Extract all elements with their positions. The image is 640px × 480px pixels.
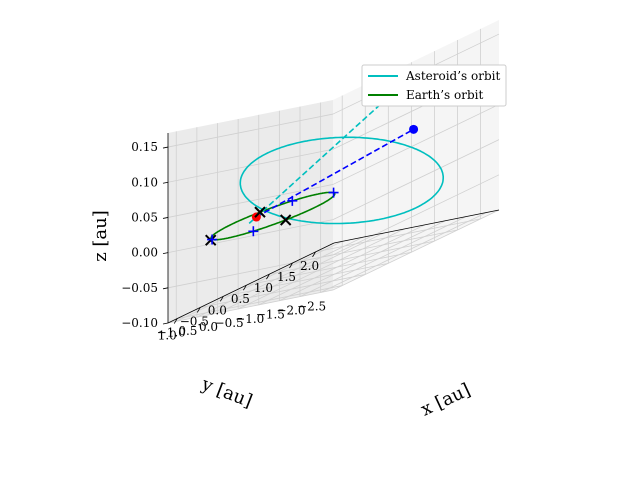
z-tick-label-4: −0.05 xyxy=(121,281,158,295)
marker-x-4 xyxy=(279,214,292,226)
grid-z-yz-1 xyxy=(167,148,334,183)
x-tick-mark-6 xyxy=(312,251,316,258)
z-tick-mark-1 xyxy=(162,181,169,184)
y-tick-label-4: −1.0 xyxy=(235,312,264,326)
z-tick-mark-0 xyxy=(162,146,169,149)
z-tick-mark-3 xyxy=(162,252,169,255)
dashed-line-0 xyxy=(255,128,414,218)
x-axis-line xyxy=(167,242,335,324)
y-tick-label-5: −1.5 xyxy=(256,308,285,322)
z-tick-label-1: 0.10 xyxy=(131,175,158,189)
legend-label-asteroid: Asteroid’s orbit xyxy=(405,69,500,83)
x-tick-label-1: −0.5 xyxy=(180,314,209,328)
z-axis-label: z [au] xyxy=(90,210,111,262)
x-tick-label-3: 0.5 xyxy=(231,292,250,306)
pane-yz xyxy=(168,100,333,323)
plot-area xyxy=(205,70,445,246)
x-tick-mark-0 xyxy=(173,318,178,324)
grid-y-bottom-6 xyxy=(299,216,467,297)
marker-circle-1 xyxy=(409,124,419,134)
grid-y-bottom-7 xyxy=(320,212,487,293)
x-tick-label-4: 1.0 xyxy=(254,281,273,295)
x-tick-mark-1 xyxy=(196,307,201,313)
grid-y-bottom-4 xyxy=(258,224,425,306)
marker-x-3 xyxy=(254,206,266,218)
grid-z-yz-4 xyxy=(167,254,334,289)
x-tick-mark-2 xyxy=(219,296,224,302)
grid-lines xyxy=(167,28,500,324)
z-tick-label-3: 0.00 xyxy=(131,246,158,260)
marker-plus-8 xyxy=(248,226,259,237)
x-tick-mark-3 xyxy=(243,285,247,291)
marker-plus-9 xyxy=(287,195,298,206)
grid-z-xz-3 xyxy=(332,139,500,220)
y-tick-label-6: −2.0 xyxy=(276,304,305,318)
legend-label-earth: Earth’s orbit xyxy=(406,88,483,102)
z-tick-label-0: 0.15 xyxy=(131,140,158,154)
marker-plus-7 xyxy=(207,234,218,245)
grid-z-xz-4 xyxy=(332,174,500,256)
x-tick-label-5: 1.5 xyxy=(277,270,296,284)
grid-y-bottom-2 xyxy=(217,232,384,314)
y-axis-label: y [au] xyxy=(198,373,255,412)
x-axis-label: x [au] xyxy=(418,379,474,420)
y-tick-label-1: 0.5 xyxy=(178,324,197,338)
z-tick-mark-4 xyxy=(162,287,169,290)
grid-z-xz-5 xyxy=(332,209,500,291)
x-tick-label-6: 2.0 xyxy=(300,259,319,273)
legend: Asteroid’s orbit Earth’s orbit xyxy=(361,64,507,107)
pane-xz xyxy=(333,20,499,290)
tick-labels: −1.0−0.50.00.51.01.52.01.0 0.5 0.0−0.5−1.0… xyxy=(121,140,326,342)
z-tick-label-5: −0.10 xyxy=(121,316,158,330)
grid-z-yz-3 xyxy=(167,219,334,254)
z-tick-label-2: 0.05 xyxy=(131,210,158,224)
series-line-0 xyxy=(239,136,445,225)
y-axis-line xyxy=(333,209,500,244)
y-tick-label-7: −2.5 xyxy=(297,299,326,313)
grid-z-xz-2 xyxy=(332,104,500,185)
x-tick-mark-5 xyxy=(289,262,293,269)
x-tick-label-2: 0.0 xyxy=(208,303,227,317)
x-tick-mark-4 xyxy=(266,273,270,280)
z-tick-mark-2 xyxy=(162,217,169,219)
y-tick-label-3: −0.5 xyxy=(215,316,244,330)
grid-y-bottom-0 xyxy=(176,240,343,322)
marker-plus-10 xyxy=(328,187,339,198)
y-tick-label-2: 0.0 xyxy=(199,320,218,334)
y-tick-label-0: 1.0 xyxy=(158,328,177,342)
grid-y-bottom-1 xyxy=(196,236,364,318)
z-tick-mark-5 xyxy=(162,322,169,325)
grid-y-bottom-5 xyxy=(279,220,446,302)
x-tick-label-0: −1.0 xyxy=(157,326,186,340)
grid-z-yz-5 xyxy=(167,289,334,324)
grid-y-bottom-3 xyxy=(237,228,405,310)
grid-z-yz-0 xyxy=(167,113,334,148)
